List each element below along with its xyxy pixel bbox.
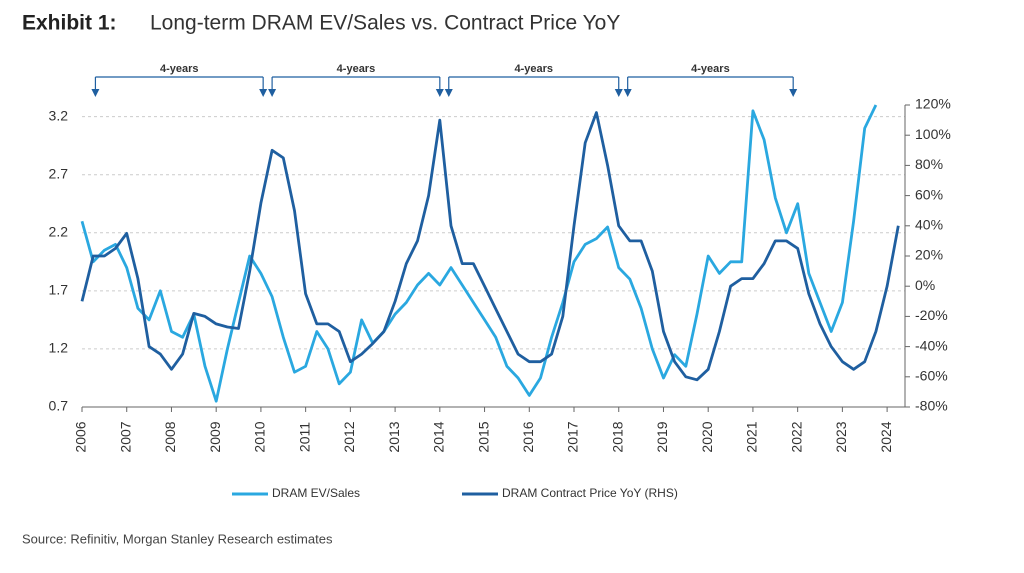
x-tick-label: 2023 (833, 421, 849, 452)
y2-tick-label: 120% (915, 96, 951, 112)
y-tick-label: 1.7 (49, 282, 69, 298)
series-line (80, 104, 878, 403)
y-tick-label: 2.7 (49, 165, 69, 181)
bracket-label: 4-years (514, 63, 553, 75)
x-tick-label: 2006 (73, 421, 89, 452)
bracket-label: 4-years (337, 63, 376, 75)
y-tick-label: 0.7 (49, 398, 69, 414)
bracket-arrow (435, 89, 444, 97)
bracket-arrow (789, 89, 798, 97)
y-tick-label: 1.2 (49, 340, 69, 356)
y2-tick-label: -80% (915, 398, 948, 414)
bracket-arrow (614, 89, 623, 97)
y2-tick-label: -20% (915, 307, 948, 323)
x-tick-label: 2013 (386, 421, 402, 452)
x-tick-label: 2016 (520, 421, 536, 452)
bracket-label: 4-years (160, 63, 199, 75)
x-tick-label: 2012 (341, 421, 357, 452)
x-tick-label: 2008 (162, 421, 178, 452)
x-tick-label: 2018 (609, 421, 625, 452)
bracket-label: 4-years (691, 63, 730, 75)
x-tick-label: 2011 (296, 422, 312, 452)
y2-tick-label: -60% (915, 368, 948, 384)
y-tick-label: 3.2 (49, 107, 69, 123)
y2-tick-label: 0% (915, 277, 935, 293)
y2-tick-label: 100% (915, 126, 951, 142)
y2-tick-label: 20% (915, 247, 943, 263)
legend-label: DRAM Contract Price YoY (RHS) (502, 486, 678, 500)
chart-title: Long-term DRAM EV/Sales vs. Contract Pri… (150, 12, 620, 35)
legend-label: DRAM EV/Sales (272, 486, 360, 500)
x-tick-label: 2019 (654, 421, 670, 452)
bracket-arrow (259, 89, 268, 97)
source-note: Source: Refinitiv, Morgan Stanley Resear… (22, 531, 333, 546)
y2-tick-label: 60% (915, 186, 943, 202)
y2-tick-label: 80% (915, 156, 943, 172)
x-tick-label: 2022 (788, 421, 804, 452)
bracket-arrow (91, 89, 100, 97)
x-tick-label: 2010 (252, 421, 268, 452)
y-tick-label: 2.2 (49, 223, 69, 239)
x-tick-label: 2024 (878, 421, 894, 452)
series-line (80, 111, 900, 382)
y2-tick-label: -40% (915, 337, 948, 353)
bracket-arrow (268, 89, 277, 97)
x-tick-label: 2017 (565, 421, 581, 452)
bracket-arrow (623, 89, 632, 97)
x-tick-label: 2009 (207, 421, 223, 452)
x-tick-label: 2007 (117, 421, 133, 452)
x-tick-label: 2014 (431, 421, 447, 452)
y2-tick-label: 40% (915, 217, 943, 233)
bracket-arrow (444, 89, 453, 97)
x-tick-label: 2020 (699, 421, 715, 452)
x-tick-label: 2021 (744, 421, 760, 452)
exhibit-label: Exhibit 1: (22, 12, 117, 35)
x-tick-label: 2015 (475, 421, 491, 452)
